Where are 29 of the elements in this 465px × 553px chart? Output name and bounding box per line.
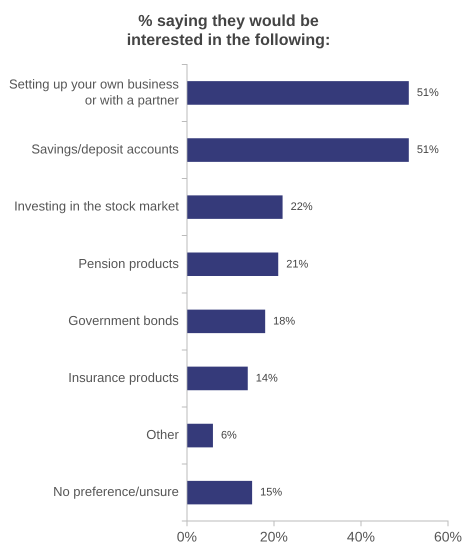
y-tick-label: Insurance products (68, 370, 180, 386)
bar (187, 138, 409, 162)
bar (187, 252, 278, 276)
bar (187, 366, 248, 390)
bar (187, 310, 266, 334)
bar (187, 195, 283, 219)
data-label: 6% (220, 430, 238, 442)
data-label: 51% (416, 86, 440, 99)
data-label: 22% (290, 201, 313, 214)
bar (187, 480, 252, 504)
bar (187, 81, 409, 105)
y-tick-label: No preference/unsure (53, 484, 179, 500)
bar (187, 424, 213, 448)
x-tick-label: 60% (434, 528, 462, 544)
x-tick-label: 0% (176, 528, 197, 544)
data-label: 15% (260, 486, 282, 499)
y-tick-label: Setting up your own business or with a partner (8, 76, 180, 108)
y-tick-label: Savings/deposit accounts (31, 142, 180, 157)
data-label: 21% (286, 258, 308, 270)
y-tick-label: Government bonds (68, 312, 180, 328)
y-tick-label: Pension products (78, 256, 180, 271)
data-label: 18% (273, 315, 296, 328)
data-label: 51% (416, 144, 440, 156)
data-label: 14% (256, 372, 278, 384)
y-tick-label: Investing in the stock market (14, 198, 180, 214)
x-tick-label: 40% (346, 528, 375, 544)
x-tick-label: 20% (260, 528, 288, 544)
chart-title: % saying they would be interested in the following: (126, 13, 330, 50)
y-tick-label: Other (146, 427, 180, 442)
